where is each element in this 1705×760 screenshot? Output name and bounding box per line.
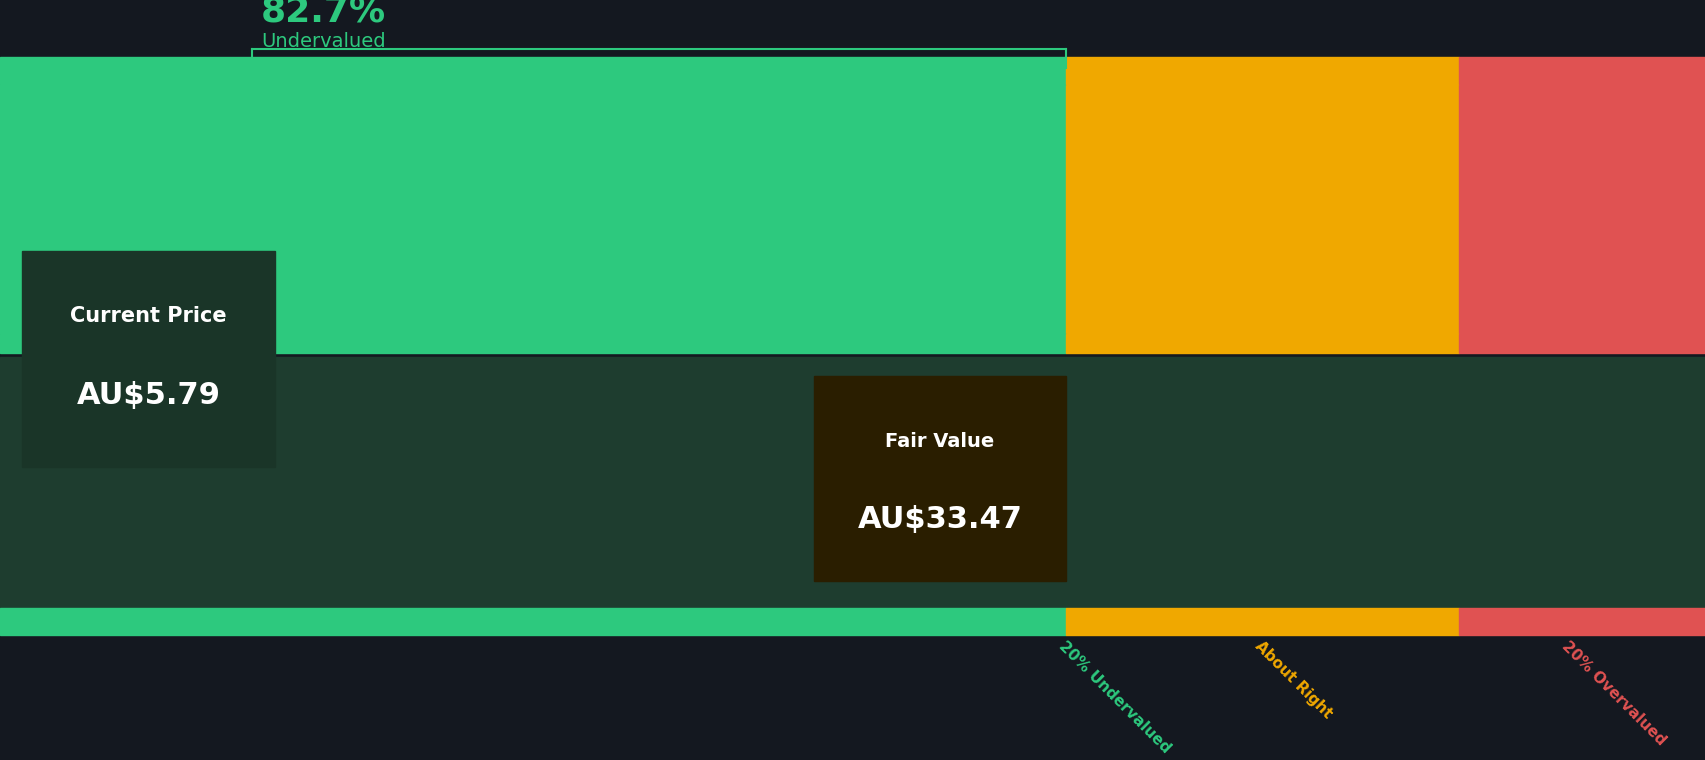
Text: 82.7%: 82.7% [261, 0, 385, 28]
Text: 20% Undervalued: 20% Undervalued [1055, 638, 1173, 756]
Text: AU$33.47: AU$33.47 [858, 505, 1021, 534]
Bar [0, 608, 1066, 635]
Bar [1066, 334, 1458, 353]
Text: Undervalued: Undervalued [261, 33, 385, 52]
Text: About Right: About Right [1251, 638, 1333, 721]
Text: Fair Value: Fair Value [885, 432, 994, 451]
Bar [0, 84, 1066, 334]
Bar [813, 376, 1066, 581]
Bar [22, 251, 275, 467]
Bar [0, 57, 1066, 84]
Bar [0, 357, 1705, 608]
Bar [1066, 57, 1458, 84]
Text: 20% Overvalued: 20% Overvalued [1558, 638, 1667, 748]
Bar [1458, 608, 1705, 635]
Bar [1458, 57, 1705, 84]
Bar [0, 334, 1066, 353]
Text: AU$5.79: AU$5.79 [77, 382, 220, 410]
Bar [1066, 608, 1458, 635]
Bar [1458, 84, 1705, 334]
Text: Current Price: Current Price [70, 306, 227, 326]
Bar [1458, 334, 1705, 353]
Bar [1066, 84, 1458, 334]
